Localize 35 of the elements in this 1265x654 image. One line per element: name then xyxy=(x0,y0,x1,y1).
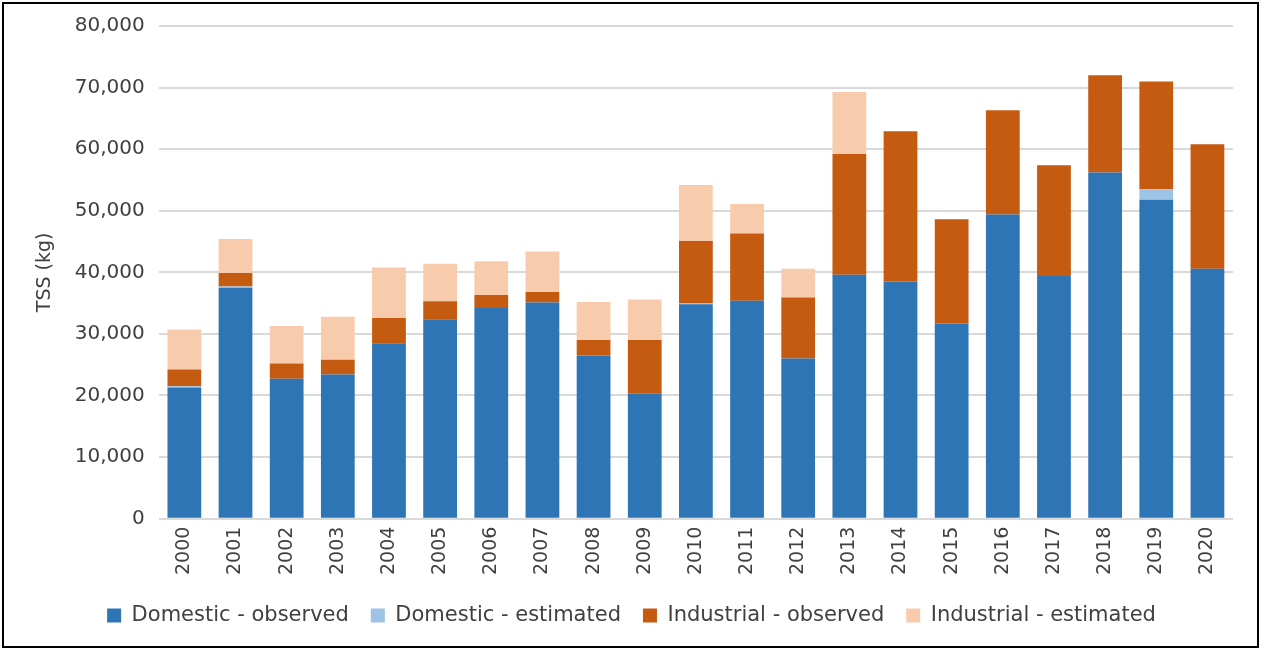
x-tick-label: 2002 xyxy=(273,526,296,576)
x-tick-label: 2007 xyxy=(529,526,552,576)
x-tick-label: 2014 xyxy=(887,526,910,576)
x-tick-label: 2005 xyxy=(427,526,450,576)
x-tick-label: 2017 xyxy=(1040,526,1063,576)
x-tick-label: 2020 xyxy=(1194,526,1217,576)
x-tick-label: 2013 xyxy=(836,526,859,576)
x-tick-label: 2016 xyxy=(989,526,1012,576)
y-axis-title: TSS (kg) xyxy=(32,232,55,314)
y-tick-label: 50,000 xyxy=(74,196,145,221)
x-tick-label: 2012 xyxy=(785,526,808,576)
legend-label: Industrial - estimated xyxy=(930,601,1156,626)
y-tick-label: 70,000 xyxy=(74,73,145,98)
x-tick-label: 2000 xyxy=(171,526,194,576)
y-tick-label: 0 xyxy=(132,504,145,529)
legend-label: Industrial - observed xyxy=(667,601,885,626)
x-tick-label: 2018 xyxy=(1092,526,1115,576)
x-tick-label: 2019 xyxy=(1143,526,1166,576)
y-tick-label: 20,000 xyxy=(74,381,145,406)
x-tick-label: 2009 xyxy=(631,526,654,576)
y-tick-label: 80,000 xyxy=(74,12,145,37)
x-tick-label: 2010 xyxy=(682,526,705,576)
y-tick-label: 30,000 xyxy=(74,320,145,345)
y-tick-label: 60,000 xyxy=(74,135,145,160)
x-tick-label: 2011 xyxy=(733,526,756,576)
x-tick-label: 2001 xyxy=(222,526,245,576)
y-tick-label: 40,000 xyxy=(74,258,145,283)
legend-label: Domestic - observed xyxy=(131,601,349,626)
x-tick-label: 2004 xyxy=(375,526,398,576)
x-tick-label: 2015 xyxy=(938,526,961,576)
legend-label: Domestic - estimated xyxy=(395,601,621,626)
x-tick-label: 2006 xyxy=(478,526,501,576)
x-tick-label: 2008 xyxy=(580,526,603,576)
y-tick-label: 10,000 xyxy=(74,443,145,468)
x-tick-label: 2003 xyxy=(324,526,347,576)
